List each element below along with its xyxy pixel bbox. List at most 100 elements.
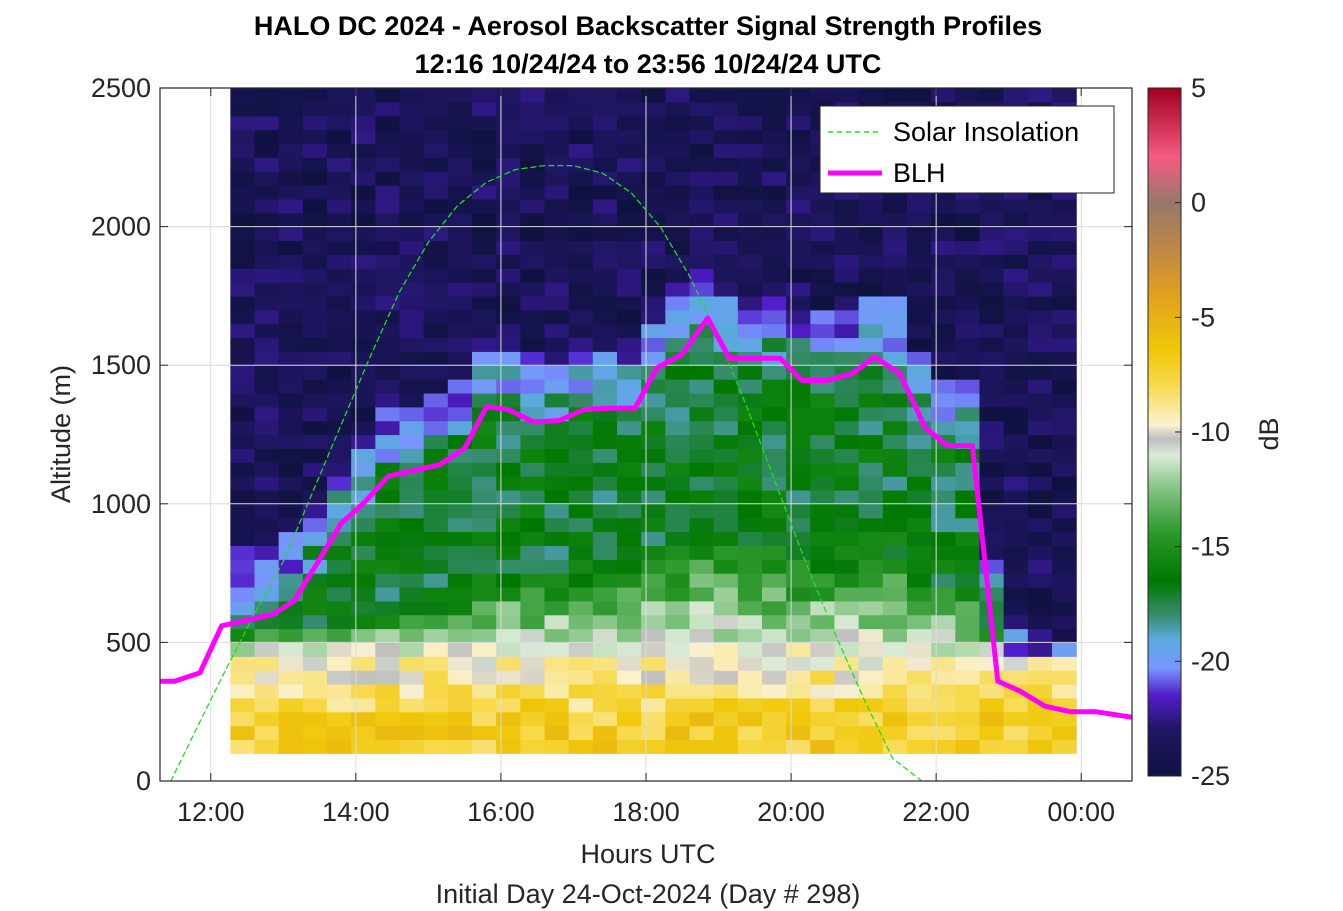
heatmap-cell xyxy=(592,489,618,505)
heatmap-cell xyxy=(447,656,473,671)
heatmap-cell xyxy=(810,295,836,311)
heatmap-cell xyxy=(689,157,715,172)
heatmap-cell xyxy=(737,573,763,588)
heatmap-cell xyxy=(689,531,715,546)
heatmap-cell xyxy=(713,282,739,297)
heatmap-cell xyxy=(834,295,860,311)
heatmap-cell xyxy=(931,711,956,727)
heatmap-cell xyxy=(230,351,256,366)
heatmap-cell xyxy=(351,157,376,172)
heatmap-cell xyxy=(423,656,449,671)
heatmap-cell xyxy=(931,628,956,643)
heatmap-cell xyxy=(1027,434,1053,449)
heatmap-cell xyxy=(230,573,256,588)
heatmap-cell xyxy=(641,171,666,186)
heatmap-cell xyxy=(955,198,981,214)
heatmap-cell xyxy=(568,531,594,546)
heatmap-cell xyxy=(254,531,280,546)
heatmap-cell xyxy=(955,268,981,283)
colorbar-tick-label: -10 xyxy=(1191,417,1230,447)
heatmap-cell xyxy=(447,198,473,214)
heatmap-cell xyxy=(351,309,376,325)
heatmap-cell xyxy=(1027,586,1053,602)
heatmap-cell xyxy=(1027,392,1053,408)
heatmap-cell xyxy=(1051,365,1077,380)
x-axis: 12:00 14:00 16:00 18:00 20:00 22:00 00:00 xyxy=(177,88,1115,827)
heatmap-cell xyxy=(230,711,256,727)
heatmap-cell xyxy=(230,365,256,380)
heatmap-cell xyxy=(447,295,473,311)
heatmap-cell xyxy=(641,600,666,616)
heatmap-cell xyxy=(665,240,691,255)
heatmap-cell xyxy=(882,268,908,283)
heatmap-cell xyxy=(1051,545,1077,560)
heatmap-cell xyxy=(592,212,618,228)
heatmap-cell xyxy=(617,573,642,588)
heatmap-cell xyxy=(641,129,666,145)
heatmap-cell xyxy=(278,573,304,588)
heatmap-cell xyxy=(762,642,787,657)
heatmap-cell xyxy=(351,628,376,643)
heatmap-cell xyxy=(327,115,352,131)
heatmap-cell xyxy=(689,115,715,131)
heatmap-cell xyxy=(737,725,763,741)
heatmap-cell xyxy=(737,559,763,574)
heatmap-cell xyxy=(544,586,570,602)
heatmap-cell xyxy=(592,337,618,352)
heatmap-cell xyxy=(375,573,401,588)
heatmap-cell xyxy=(375,434,401,449)
heatmap-cell xyxy=(496,586,521,602)
heatmap-cell xyxy=(1027,337,1053,352)
heatmap-cell xyxy=(254,157,280,172)
heatmap-cell xyxy=(496,282,521,297)
heatmap-cell xyxy=(375,628,401,643)
heatmap-cell xyxy=(713,476,739,491)
heatmap-cell xyxy=(882,337,908,352)
heatmap-cell xyxy=(399,392,425,408)
heatmap-cell xyxy=(278,670,304,685)
heatmap-cell xyxy=(399,517,425,533)
heatmap-cell xyxy=(447,254,473,269)
heatmap-cell xyxy=(689,226,715,242)
heatmap-cell xyxy=(520,268,546,283)
heatmap-cell xyxy=(689,171,715,186)
heatmap-cell xyxy=(375,323,401,339)
heatmap-cell xyxy=(882,462,908,477)
heatmap xyxy=(230,88,1077,754)
heatmap-cell xyxy=(278,531,304,546)
heatmap-cell xyxy=(496,171,521,186)
heatmap-cell xyxy=(979,448,1005,463)
heatmap-cell xyxy=(979,531,1005,546)
heatmap-cell xyxy=(568,642,594,657)
heatmap-cell xyxy=(496,254,521,269)
heatmap-cell xyxy=(810,351,836,366)
heatmap-cell xyxy=(931,642,956,657)
heatmap-cell xyxy=(568,670,594,685)
heatmap-cell xyxy=(1003,573,1029,588)
heatmap-cell xyxy=(447,157,473,172)
heatmap-cell xyxy=(496,157,521,172)
heatmap-cell xyxy=(641,337,666,352)
heatmap-cell xyxy=(592,351,618,366)
heatmap-cell xyxy=(399,88,425,103)
heatmap-cell xyxy=(955,489,981,505)
heatmap-cell xyxy=(520,282,546,297)
heatmap-cell xyxy=(786,559,811,574)
heatmap-cell xyxy=(592,628,618,643)
heatmap-cell xyxy=(496,88,521,103)
heatmap-cell xyxy=(592,725,618,741)
heatmap-cell xyxy=(375,517,401,533)
heatmap-cell xyxy=(665,517,691,533)
heatmap-cell xyxy=(931,295,956,311)
heatmap-cell xyxy=(327,711,352,727)
heatmap-cell xyxy=(496,101,521,117)
heatmap-cell xyxy=(689,212,715,228)
heatmap-cell xyxy=(544,739,570,754)
heatmap-cell xyxy=(423,171,449,186)
heatmap-cell xyxy=(665,295,691,311)
heatmap-cell xyxy=(278,642,304,657)
heatmap-cell xyxy=(762,88,787,103)
heatmap-cell xyxy=(810,503,836,519)
heatmap-cell xyxy=(472,240,497,255)
heatmap-cell xyxy=(1027,683,1053,699)
